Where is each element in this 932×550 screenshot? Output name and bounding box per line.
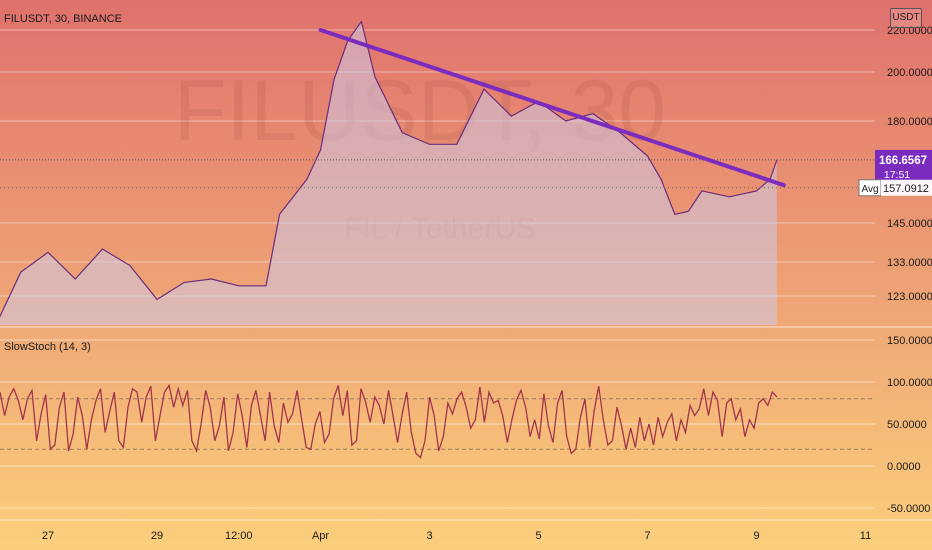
time-tick-label: 27 [42,530,54,542]
time-tick-label: 12:00 [225,530,253,542]
trendline [318,28,786,188]
price-tick-label: 123.0000 [887,291,932,303]
oscillator-tick-label: 0.0000 [887,461,921,473]
oscillator-tick-label: 100.0000 [887,377,932,389]
avg-label: Avg [861,184,878,195]
time-tick-label: 29 [151,530,163,542]
oscillator-title: SlowStoch (14, 3) [4,341,91,353]
price-area [0,21,777,325]
time-tick-label: 5 [535,530,541,542]
oscillator-tick-label: -50.0000 [887,503,930,515]
time-tick-label: 11 [860,530,871,542]
avg-value-box [881,179,932,196]
time-tick-label: 9 [753,530,759,542]
oscillator-tick-label: 150.0000 [887,335,932,347]
time-tick-label: 3 [426,530,432,542]
countdown-timer: 17:51 [884,169,910,181]
chart-title: FILUSDT, 30, BINANCE [4,13,122,25]
price-line [0,20,778,318]
oscillator-tick-label: 50.0000 [887,419,927,431]
price-tick-label: 133.0000 [887,257,932,269]
price-tick-label: 200.0000 [887,67,932,79]
price-tick-label: 145.0000 [887,218,932,230]
time-tick-label: Apr [312,530,329,542]
current-price-badge [875,149,932,182]
oscillator-line [0,383,778,459]
time-tick-label: 7 [644,530,650,542]
price-tick-label: 180.0000 [887,116,932,128]
currency-button[interactable]: USDT [890,8,922,28]
avg-value: 157.0912 [883,183,929,195]
price-tick-label: 220.0000 [887,25,932,37]
current-price-value: 166.6567 [879,155,927,167]
